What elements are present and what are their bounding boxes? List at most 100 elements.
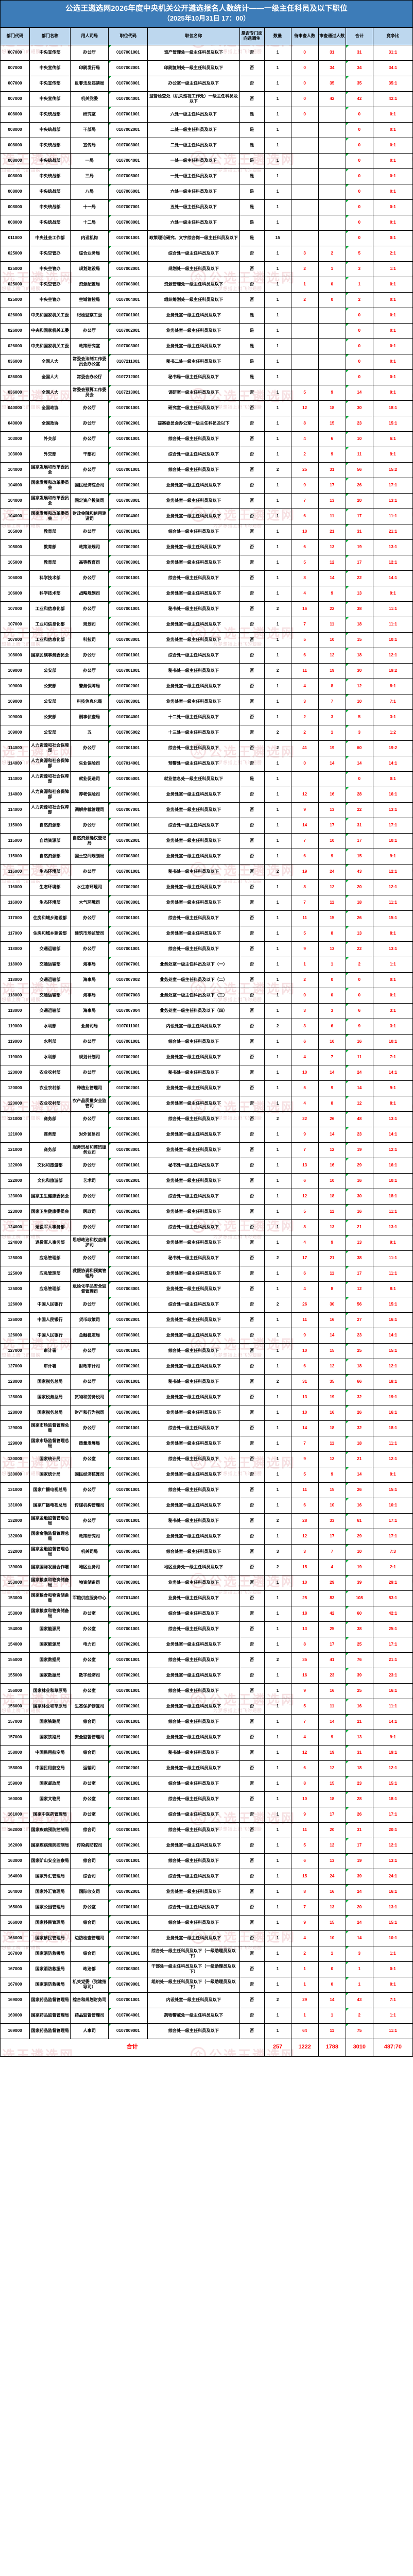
cell-dept-name: 公安部: [29, 693, 71, 710]
cell-bureau: 金融稳定局: [70, 1327, 109, 1344]
cell-pos-name: 规划处一级主任科员及以下: [147, 261, 240, 277]
cell-passed: 17: [318, 1806, 346, 1823]
excel-error-corner-icon: [346, 1622, 349, 1624]
excel-error-corner-icon: [109, 293, 112, 295]
cell-passed: [318, 183, 346, 200]
cell-pending: 7: [290, 616, 319, 633]
cell-quantity: 1: [264, 353, 291, 370]
cell-dept-code: 127000: [0, 1343, 30, 1359]
cell-pos-code: 0107003001: [108, 848, 148, 865]
cell-pending: 8: [290, 1636, 319, 1653]
cell-dept-name: 国家能源局: [29, 1636, 71, 1653]
excel-error-corner-icon: [346, 92, 349, 94]
cell-special-xds: 否: [239, 910, 265, 926]
cell-passed: 13: [318, 493, 346, 509]
excel-error-corner-icon: [346, 1205, 349, 1207]
cell-dept-name: 商务部: [29, 1142, 71, 1158]
table-row: 026000 中央和国家机关工委 办公厅 0107002001 业务处室一级主任科员及以…: [0, 323, 413, 339]
cell-pos-name: 综合处一级主任科员及以下: [147, 1806, 240, 1823]
cell-pending: 6: [290, 539, 319, 555]
cell-pos-name: 综合处一级主任科员及以下: [147, 1899, 240, 1916]
cell-pos-name: 业务处室一级主任科员及以下: [147, 1173, 240, 1189]
excel-error-corner-icon: [109, 1174, 112, 1176]
cell-total: 12: [345, 1095, 373, 1112]
cell-passed: 33: [318, 1513, 346, 1529]
cell-dept-name: 国家邮政局: [29, 1775, 71, 1792]
excel-error-corner-icon: [346, 787, 349, 790]
grand-total-row: 合计 257 1222 1788 3010 487:70: [0, 2038, 413, 2057]
table-row: 120000 农业农村部 农产品质量安全监管司 0107003001 业务处室一级主任科…: [0, 1095, 413, 1112]
cell-bureau: 军粮供应服务中心: [70, 1590, 109, 1606]
cell-dept-name: 工业和信息化部: [29, 632, 71, 648]
cell-special-xds: 否: [239, 1822, 265, 1838]
cell-pos-name: 业务处室一级主任科员及以下: [147, 1435, 240, 1452]
cell-pos-name: 业务处室一级主任科员及以下（一）: [147, 956, 240, 973]
cell-ratio: 10:1: [372, 632, 413, 648]
cell-dept-name: 国家卫生健康委员会: [29, 1188, 71, 1205]
excel-error-corner-icon: [346, 1019, 349, 1022]
excel-error-corner-icon: [346, 524, 349, 527]
cell-total: 16: [345, 1497, 373, 1514]
excel-error-corner-icon: [109, 385, 112, 388]
cell-dept-code: 008000: [0, 168, 30, 184]
excel-error-corner-icon: [346, 633, 349, 635]
cell-quantity: 1: [264, 539, 291, 555]
cell-ratio: 21:1: [372, 523, 413, 540]
cell-dept-name: 外交部: [29, 431, 71, 447]
cell-total: 0: [345, 338, 373, 354]
cell-pos-name: 综合处一级主任科员及以下: [147, 1791, 240, 1807]
cell-special-xds: 否: [239, 1204, 265, 1220]
cell-special-xds: 否: [239, 60, 265, 76]
cell-pos-code: 0107001001: [108, 1157, 148, 1174]
cell-pending: 5: [290, 384, 319, 401]
cell-passed: 12: [318, 647, 346, 664]
cell-dept-name: 国家税务总局: [29, 1404, 71, 1421]
table-row: 153000 国家粮食和物资储备局 办公室 0107001001 综合处一级主任科员及以…: [0, 1605, 413, 1622]
cell-passed: 9: [318, 1234, 346, 1251]
cell-dept-name: 退役军人事务部: [29, 1234, 71, 1251]
excel-error-corner-icon: [109, 1885, 112, 1887]
cell-pending: 9: [290, 941, 319, 957]
cell-pending: 17: [290, 1250, 319, 1266]
cell-dept-code: 169000: [0, 1992, 30, 2008]
cell-pos-code: 0107001001: [108, 1791, 148, 1807]
cell-total: 26: [345, 910, 373, 926]
cell-pos-name: 就业信息处一级主任科员及以下: [147, 771, 240, 787]
cell-dept-code: 164000: [0, 1884, 30, 1900]
cell-ratio: 18:1: [372, 1188, 413, 1205]
grand-total-pending: 1222: [290, 2038, 319, 2057]
excel-error-corner-icon: [109, 1452, 112, 1454]
excel-error-corner-icon: [346, 664, 349, 666]
col-header-ratio: 竞争比: [372, 27, 413, 45]
cell-pos-name: 业务处室一级主任科员及以下: [147, 554, 240, 571]
cell-pending: 4: [290, 1281, 319, 1297]
excel-error-corner-icon: [109, 1514, 112, 1516]
excel-error-corner-icon: [346, 1529, 349, 1532]
cell-pos-name: 综合处一级主任科员及以下: [147, 1420, 240, 1436]
cell-quantity: 1: [264, 199, 291, 215]
cell-dept-code: 153000: [0, 1590, 30, 1606]
cell-pending: 0: [290, 755, 319, 772]
cell-dept-code: 123000: [0, 1204, 30, 1220]
excel-error-corner-icon: [109, 648, 112, 651]
cell-pos-code: 0107001001: [108, 1945, 148, 1962]
cell-pending: 41: [290, 740, 319, 756]
cell-dept-code: 127000: [0, 1358, 30, 1375]
cell-passed: 11: [318, 616, 346, 633]
cell-dept-code: 105000: [0, 539, 30, 555]
cell-pos-code: 0107001001: [108, 1250, 148, 1266]
cell-special-xds: 否: [239, 1312, 265, 1328]
excel-error-corner-icon: [346, 1421, 349, 1423]
cell-passed: 29: [318, 1574, 346, 1591]
excel-error-corner-icon: [109, 1282, 112, 1284]
cell-bureau: 救援协调和预案管理局: [70, 1265, 109, 1282]
cell-dept-name: 中央宣传部: [29, 60, 71, 76]
cell-passed: 19: [318, 1744, 346, 1761]
cell-total: 17: [345, 833, 373, 849]
cell-dept-name: 交通运输部: [29, 1003, 71, 1019]
cell-total: 60: [345, 740, 373, 756]
cell-pending: 12: [290, 1528, 319, 1545]
cell-special-xds: 否: [239, 75, 265, 92]
cell-passed: 16: [318, 1884, 346, 1900]
cell-bureau: 传媒机构管理司: [70, 1497, 109, 1514]
